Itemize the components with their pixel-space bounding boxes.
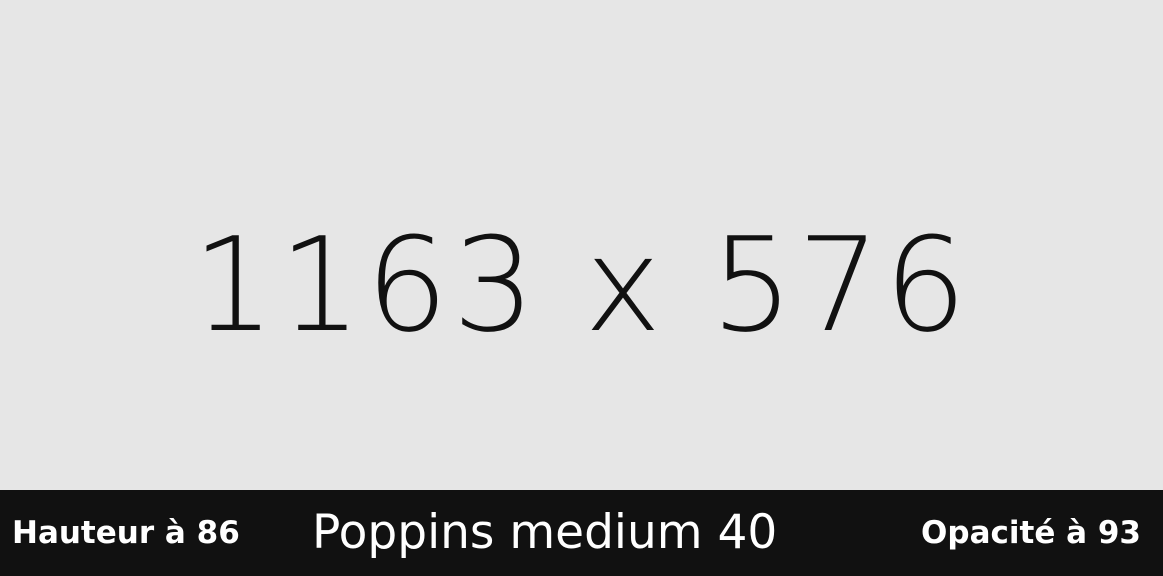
height-label: Hauteur à 86 [12, 515, 240, 551]
placeholder-canvas: 1163 x 576 [192, 209, 971, 361]
opacity-label: Opacité à 93 [921, 515, 1141, 551]
footer-bar: Hauteur à 86 Poppins medium 40 Opacité à… [0, 490, 1163, 576]
dimensions-label: 1163 x 576 [192, 209, 971, 361]
font-label: Poppins medium 40 [312, 505, 778, 560]
